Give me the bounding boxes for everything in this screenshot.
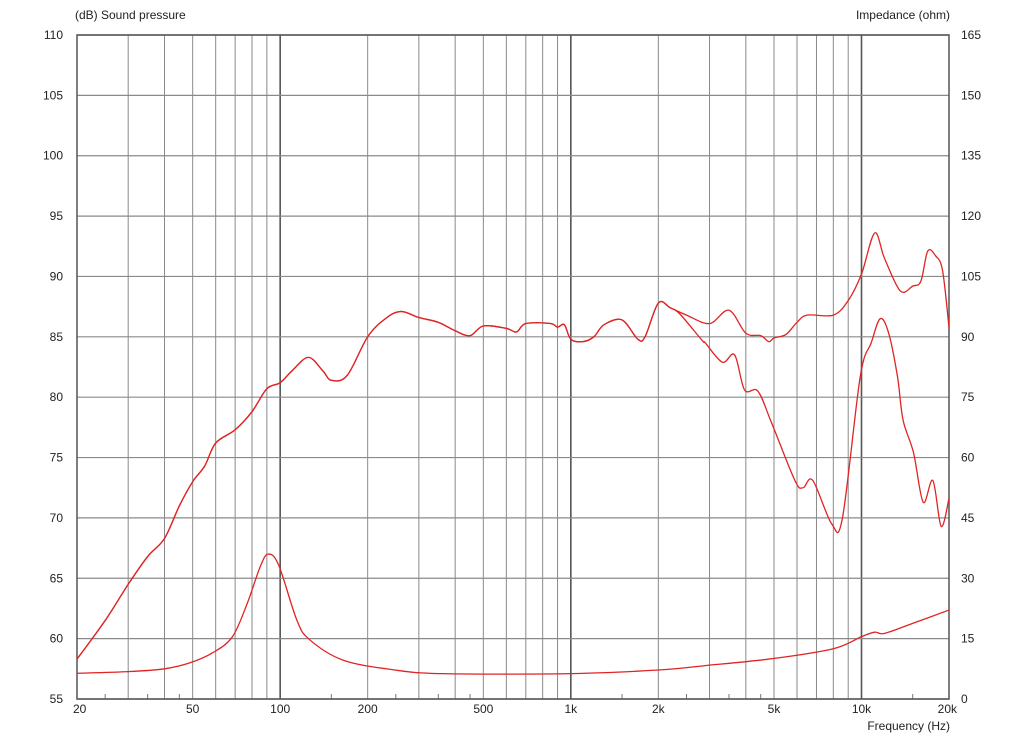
y2-tick-label: 165 [961, 28, 981, 42]
y2-tick-label: 135 [961, 149, 981, 163]
impedance-curve [76, 553, 950, 675]
y2-tick-label: 75 [961, 390, 975, 404]
y-tick-label: 110 [44, 28, 63, 42]
left-axis-title: (dB) Sound pressure [75, 8, 186, 22]
y-tick-label: 100 [43, 149, 63, 163]
x-tick-label: 5k [768, 702, 782, 716]
spl-off-axis-curve [76, 300, 950, 660]
y2-tick-label: 150 [961, 88, 981, 102]
y2-tick-label: 0 [961, 692, 968, 706]
y-tick-label: 75 [50, 451, 64, 465]
y-tick-label: 55 [50, 692, 64, 706]
x-tick-label: 200 [358, 702, 378, 716]
x-tick-label: 50 [186, 702, 200, 716]
y2-tick-label: 15 [961, 632, 975, 646]
y2-tick-label: 120 [961, 209, 981, 223]
spl-on-axis-curve [76, 232, 950, 660]
y2-tick-label: 45 [961, 511, 975, 525]
y-tick-label: 85 [50, 330, 64, 344]
y2-tick-label: 60 [961, 451, 975, 465]
grid [76, 34, 950, 700]
tick-labels: 55 60 65 70 75 80 85 90 95 100 105 110 0 15 30 45 60 75 90… [43, 28, 981, 716]
x-tick-label: 2k [652, 702, 666, 716]
y-tick-label: 95 [50, 209, 64, 223]
y2-tick-label: 30 [961, 571, 975, 585]
y2-tick-label: 90 [961, 330, 975, 344]
y-tick-label: 65 [50, 571, 64, 585]
x-tick-label: 500 [473, 702, 493, 716]
y2-tick-label: 105 [961, 269, 981, 283]
y-tick-label: 80 [50, 390, 64, 404]
x-axis-title: Frequency (Hz) [867, 719, 950, 733]
y-tick-label: 60 [50, 632, 64, 646]
y-tick-label: 90 [50, 269, 64, 283]
curves [76, 232, 950, 675]
right-axis-title: Impedance (ohm) [855, 8, 950, 22]
plot-frame [76, 34, 950, 700]
y-tick-label: 105 [43, 88, 63, 102]
x-tick-label: 1k [564, 702, 578, 716]
x-tick-label: 100 [270, 702, 290, 716]
y-tick-label: 70 [50, 511, 64, 525]
x-tick-label: 20 [73, 702, 87, 716]
x-tick-label: 10k [852, 702, 872, 716]
x-tick-label: 20k [938, 702, 958, 716]
